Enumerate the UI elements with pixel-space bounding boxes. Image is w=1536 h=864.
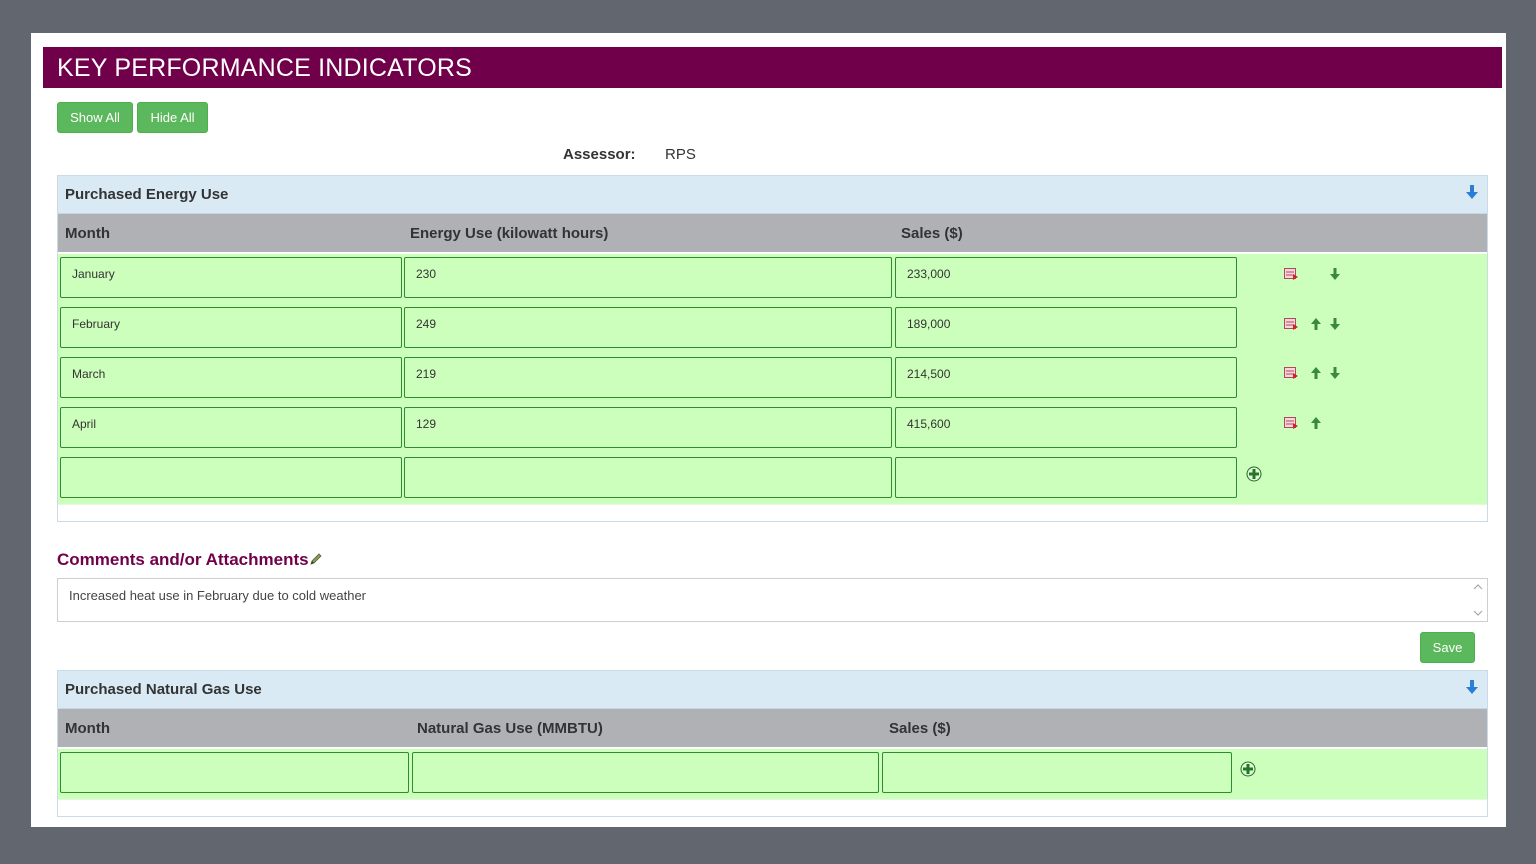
show-all-button[interactable]: Show All xyxy=(57,102,133,133)
delete-row-icon[interactable] xyxy=(1284,366,1298,380)
assessor-value: RPS xyxy=(665,146,696,163)
move-down-arrow-down-icon[interactable] xyxy=(1328,267,1342,281)
move-up-arrow-up-icon[interactable] xyxy=(1309,317,1323,331)
energy-use-input[interactable]: 249 xyxy=(404,307,892,348)
sales-input[interactable]: 415,600 xyxy=(895,407,1237,448)
energy-panel: Purchased Energy Use Month Energy Use (k… xyxy=(57,175,1488,522)
add-row-icon[interactable] xyxy=(1246,466,1262,482)
move-up-arrow-up-icon[interactable] xyxy=(1309,416,1323,430)
new-sales-input[interactable] xyxy=(882,752,1232,793)
gas-panel-header[interactable]: Purchased Natural Gas Use xyxy=(58,671,1487,709)
table-row: March 219 214,500 xyxy=(58,354,1487,405)
sales-input[interactable]: 214,500 xyxy=(895,357,1237,398)
new-energy-use-input[interactable] xyxy=(404,457,892,498)
comments-title-text: Comments and/or Attachments xyxy=(57,550,309,569)
energy-panel-title: Purchased Energy Use xyxy=(65,186,229,203)
energy-use-input[interactable]: 230 xyxy=(404,257,892,298)
month-input[interactable]: March xyxy=(60,357,402,398)
table-row: February 249 189,000 xyxy=(58,304,1487,355)
page-header: KEY PERFORMANCE INDICATORS xyxy=(43,47,1502,88)
new-entry-row xyxy=(58,749,1487,800)
sales-input[interactable]: 189,000 xyxy=(895,307,1237,348)
collapse-arrow-down-icon[interactable] xyxy=(1466,679,1478,695)
add-row-icon[interactable] xyxy=(1240,761,1256,777)
new-entry-row xyxy=(58,454,1487,505)
month-input[interactable]: April xyxy=(60,407,402,448)
move-down-arrow-down-icon[interactable] xyxy=(1328,366,1342,380)
new-sales-input[interactable] xyxy=(895,457,1237,498)
column-header-sales: Sales ($) xyxy=(901,225,963,242)
attach-pencil-icon[interactable] xyxy=(309,552,323,566)
table-row: April 129 415,600 xyxy=(58,404,1487,455)
move-up-arrow-up-icon[interactable] xyxy=(1309,366,1323,380)
comments-title: Comments and/or Attachments xyxy=(57,550,323,570)
comments-textarea[interactable]: Increased heat use in February due to co… xyxy=(57,578,1488,622)
column-header-sales: Sales ($) xyxy=(889,720,951,737)
comments-text: Increased heat use in February due to co… xyxy=(69,588,367,603)
gas-panel: Purchased Natural Gas Use Month Natural … xyxy=(57,670,1488,817)
sales-input[interactable]: 233,000 xyxy=(895,257,1237,298)
delete-row-icon[interactable] xyxy=(1284,416,1298,430)
gas-table-header: Month Natural Gas Use (MMBTU) Sales ($) xyxy=(58,709,1487,747)
move-down-arrow-down-icon[interactable] xyxy=(1328,317,1342,331)
save-button[interactable]: Save xyxy=(1420,632,1475,663)
textarea-scrollbar[interactable] xyxy=(1471,581,1485,619)
column-header-gas-use: Natural Gas Use (MMBTU) xyxy=(417,720,603,737)
delete-row-icon[interactable] xyxy=(1284,267,1298,281)
hide-all-button[interactable]: Hide All xyxy=(137,102,208,133)
table-row: January 230 233,000 xyxy=(58,254,1487,305)
collapse-arrow-down-icon[interactable] xyxy=(1466,184,1478,200)
energy-use-input[interactable]: 129 xyxy=(404,407,892,448)
month-input[interactable]: February xyxy=(60,307,402,348)
assessor-label: Assessor: xyxy=(563,146,636,163)
month-input[interactable]: January xyxy=(60,257,402,298)
column-header-month: Month xyxy=(65,225,110,242)
energy-panel-header[interactable]: Purchased Energy Use xyxy=(58,176,1487,214)
new-month-input[interactable] xyxy=(60,457,402,498)
new-month-input[interactable] xyxy=(60,752,409,793)
column-header-month: Month xyxy=(65,720,110,737)
column-header-energy-use: Energy Use (kilowatt hours) xyxy=(410,225,609,242)
energy-table-header: Month Energy Use (kilowatt hours) Sales … xyxy=(58,214,1487,252)
new-gas-use-input[interactable] xyxy=(412,752,879,793)
delete-row-icon[interactable] xyxy=(1284,317,1298,331)
gas-panel-title: Purchased Natural Gas Use xyxy=(65,681,262,698)
kpi-page: KEY PERFORMANCE INDICATORS Show All Hide… xyxy=(31,33,1506,827)
energy-use-input[interactable]: 219 xyxy=(404,357,892,398)
page-title: KEY PERFORMANCE INDICATORS xyxy=(57,54,472,82)
